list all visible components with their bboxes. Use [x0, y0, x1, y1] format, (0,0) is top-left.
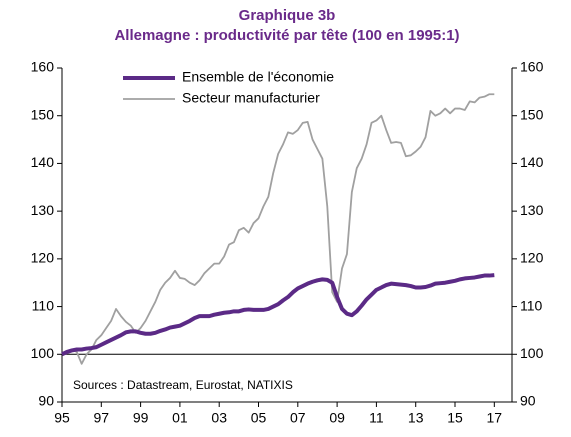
y2-tick-label: 140: [520, 154, 544, 170]
y2-tick-label: 160: [520, 59, 544, 75]
x-tick-label: 95: [54, 410, 70, 426]
x-tick-label: 13: [408, 410, 424, 426]
x-tick-label: 15: [447, 410, 463, 426]
x-tick-label: 05: [251, 410, 267, 426]
x-tick-label: 09: [329, 410, 345, 426]
y-tick-label: 100: [31, 345, 55, 361]
y-tick-label: 110: [32, 297, 55, 313]
y-tick-label: 140: [31, 154, 55, 170]
legend-label: Ensemble de l'économie: [182, 69, 334, 85]
y2-tick-label: 100: [520, 345, 544, 361]
series-line: [61, 273, 495, 357]
chart-subtitle: Allemagne : productivité par tête (100 e…: [114, 27, 459, 44]
x-tick-label: 11: [369, 410, 384, 426]
y2-tick-label: 120: [520, 250, 544, 266]
legend-label: Secteur manufacturier: [182, 90, 320, 106]
y-tick-label: 90: [38, 393, 54, 409]
y-tick-label: 160: [31, 59, 55, 75]
x-tick-label: 07: [290, 410, 306, 426]
series-line: [61, 93, 495, 365]
x-tick-label: 01: [172, 410, 188, 426]
x-tick-label: 97: [94, 410, 110, 426]
chart-title: Graphique 3b: [239, 7, 336, 24]
y2-tick-label: 150: [520, 106, 544, 122]
y2-tick-label: 90: [520, 393, 536, 409]
x-tick-label: 03: [211, 410, 227, 426]
annotation: Sources : Datastream, Eurostat, NATIXIS: [73, 378, 293, 392]
x-tick-label: 99: [133, 410, 149, 426]
y2-tick-label: 130: [520, 202, 544, 218]
y-tick-label: 130: [31, 202, 55, 218]
x-tick-label: 17: [487, 410, 503, 426]
y-tick-label: 120: [31, 250, 55, 266]
y2-tick-label: 110: [520, 297, 543, 313]
y-tick-label: 150: [31, 106, 55, 122]
